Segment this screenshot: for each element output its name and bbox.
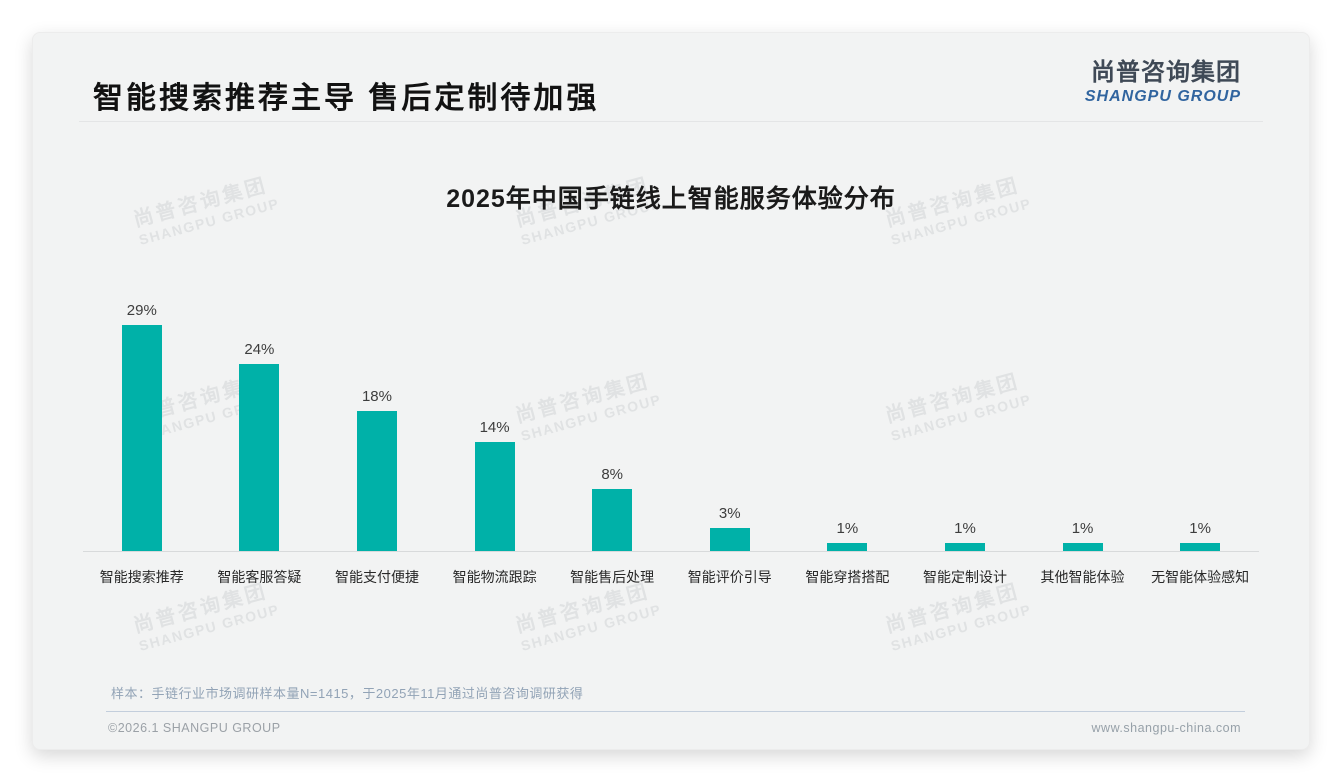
bar (827, 543, 868, 551)
company-logo: 尚普咨询集团 SHANGPU GROUP (1085, 59, 1241, 106)
x-axis-label: 智能售后处理 (570, 569, 655, 585)
bar-slot: 14% (436, 291, 554, 551)
website-url: www.shangpu-china.com (1091, 721, 1241, 735)
bar-slot: 29% (83, 291, 201, 551)
header-divider (79, 121, 1263, 122)
logo-cn-text: 尚普咨询集团 (1091, 59, 1241, 86)
bar (356, 410, 397, 551)
x-axis-label: 智能穿搭搭配 (805, 569, 890, 585)
bar (1062, 543, 1103, 551)
bar-value-label: 14% (479, 418, 510, 436)
copyright-text: ©2026.1 SHANGPU GROUP (108, 721, 281, 735)
bar-slot: 1% (789, 291, 907, 551)
bar-slot: 18% (318, 291, 436, 551)
bar-chart: 29% 24% 18% 14% 8% 3% 1% 1% 1% 1% (83, 291, 1259, 552)
bar-value-label: 18% (361, 387, 392, 405)
bar-slot: 8% (553, 291, 671, 551)
x-axis-label: 智能定制设计 (922, 569, 1007, 585)
bar-value-label: 1% (1189, 520, 1211, 538)
bar-slot: 1% (1024, 291, 1142, 551)
bar (709, 527, 750, 551)
x-axis-label: 智能物流跟踪 (452, 569, 537, 585)
bar-value-label: 1% (954, 520, 976, 538)
bar-value-label: 1% (1071, 520, 1094, 538)
x-axis-label: 智能搜索推荐 (99, 569, 184, 585)
bar (239, 363, 280, 551)
watermark-line2: SHANGPU GROUP (137, 601, 282, 654)
bar (1180, 543, 1221, 551)
x-axis-label: 智能支付便捷 (334, 569, 419, 585)
bar-value-label: 3% (718, 504, 741, 522)
watermark-line2: SHANGPU GROUP (519, 601, 664, 654)
bar (944, 543, 985, 551)
bar (121, 324, 162, 551)
bar-value-label: 29% (126, 301, 157, 319)
footer: ©2026.1 SHANGPU GROUP www.shangpu-china.… (108, 721, 1241, 735)
x-axis-label: 无智能体验感知 (1151, 569, 1250, 585)
footer-divider (106, 711, 1245, 712)
watermark-line2: SHANGPU GROUP (889, 601, 1034, 654)
sample-note: 样本：手链行业市场调研样本量N=1415，于2025年11月通过尚普咨询调研获得 (111, 686, 584, 701)
bar-slot: 1% (906, 291, 1024, 551)
x-axis-labels: 智能搜索推荐 智能客服答疑 智能支付便捷 智能物流跟踪 智能售后处理 智能评价引导 智能穿搭… (83, 567, 1259, 587)
bar-slot: 3% (671, 291, 789, 551)
x-axis-label: 智能客服答疑 (217, 569, 302, 585)
bar-value-label: 24% (244, 340, 275, 358)
bar-value-label: 8% (601, 465, 624, 483)
logo-en-text: SHANGPU GROUP (1084, 87, 1241, 105)
bar-value-label: 1% (836, 520, 859, 538)
bar-slot: 24% (201, 291, 319, 551)
x-axis-label: 其他智能体验 (1040, 569, 1125, 585)
bar (592, 488, 633, 551)
page-title: 智能搜索推荐主导 售后定制待加强 (93, 82, 600, 115)
chart-title: 2025年中国手链线上智能服务体验分布 (446, 185, 896, 213)
x-axis-label: 智能评价引导 (687, 569, 772, 585)
report-slide: 尚普咨询集团 SHANGPU GROUP 尚普咨询集团 SHANGPU GROUP 尚普… (32, 32, 1310, 750)
bar (474, 441, 515, 551)
bar-slot: 1% (1141, 291, 1259, 551)
